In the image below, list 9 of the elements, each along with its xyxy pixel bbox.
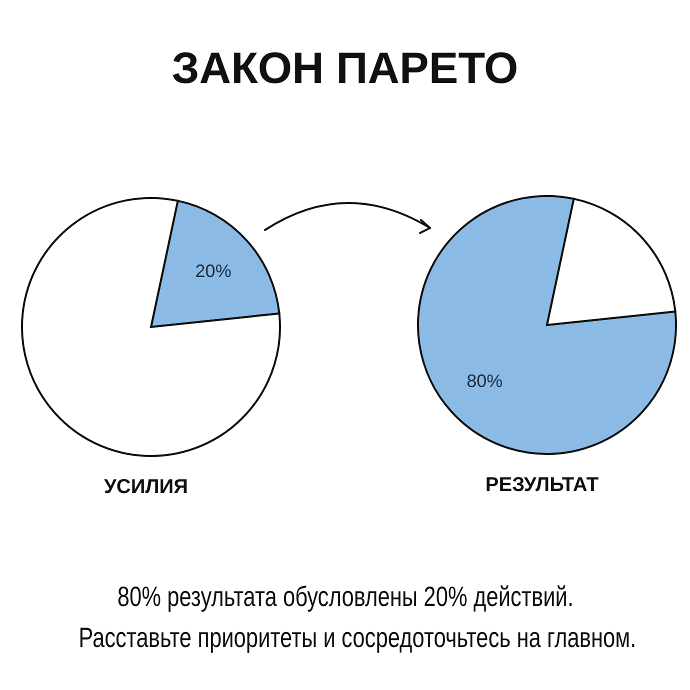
pie-slice <box>21 197 281 457</box>
text: УСИЛИЯ <box>104 476 188 498</box>
pie-slice <box>417 195 677 455</box>
data-label: 80% <box>466 371 503 392</box>
text: Расставьте приоритеты и сосредоточьтесь на главном. <box>78 621 636 655</box>
text: РЕЗУЛЬТАТ <box>485 474 599 496</box>
data-label: 20% <box>195 260 232 281</box>
text: ЗАКОН ПАРЕТО <box>172 44 518 93</box>
text: 80% результата обусловлены 20% действий. <box>116 580 574 614</box>
